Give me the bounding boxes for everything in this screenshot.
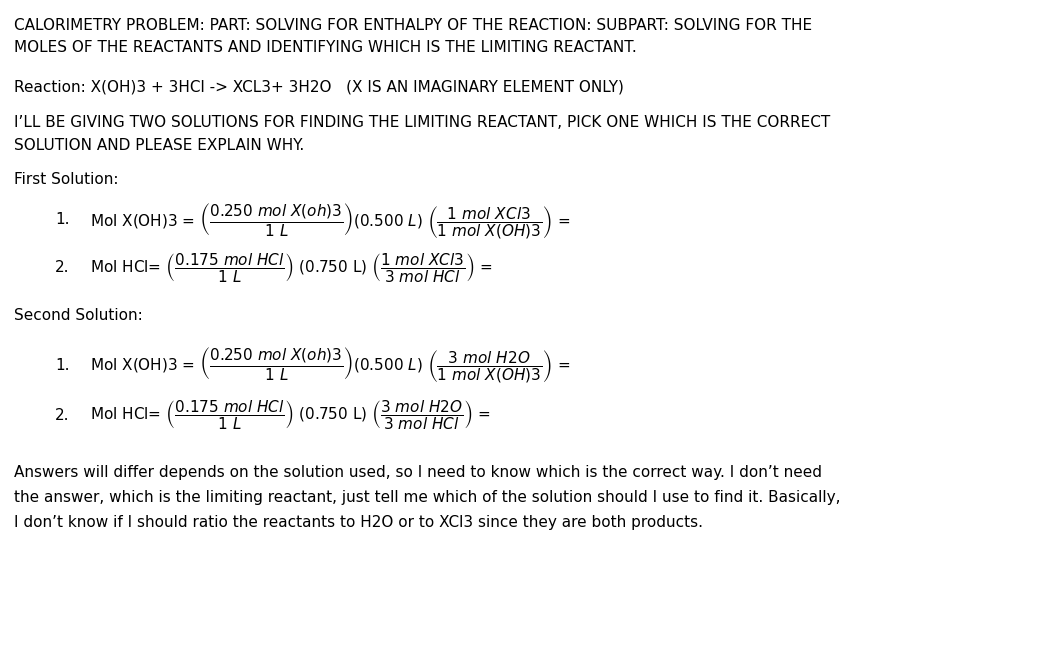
Text: Mol HCl= $\left(\mathregular{\dfrac{0.175\ \mathit{mol\ HCl}}{1\ \mathit{L}}}\ri: Mol HCl= $\left(\mathregular{\dfrac{0.17… [90, 399, 491, 431]
Text: MOLES OF THE REACTANTS AND IDENTIFYING WHICH IS THE LIMITING REACTANT.: MOLES OF THE REACTANTS AND IDENTIFYING W… [14, 40, 637, 55]
Text: Answers will differ depends on the solution used, so I need to know which is the: Answers will differ depends on the solut… [14, 465, 822, 480]
Text: the answer, which is the limiting reactant, just tell me which of the solution s: the answer, which is the limiting reacta… [14, 490, 840, 505]
Text: I’LL BE GIVING TWO SOLUTIONS FOR FINDING THE LIMITING REACTANT, PICK ONE WHICH I: I’LL BE GIVING TWO SOLUTIONS FOR FINDING… [14, 115, 830, 130]
Text: 1.: 1. [55, 213, 69, 227]
Text: I don’t know if I should ratio the reactants to H2O or to XCl3 since they are bo: I don’t know if I should ratio the react… [14, 515, 703, 530]
Text: Mol X(OH)3 = $\left(\mathregular{\dfrac{0.250\ \mathit{mol}\ \mathit{X(oh)3}}{1\: Mol X(OH)3 = $\left(\mathregular{\dfrac{… [90, 346, 570, 384]
Text: Mol HCl= $\left(\mathregular{\dfrac{0.175\ \mathit{mol\ HCl}}{1\ \mathit{L}}}\ri: Mol HCl= $\left(\mathregular{\dfrac{0.17… [90, 252, 493, 285]
Text: 2.: 2. [55, 260, 69, 276]
Text: 2.: 2. [55, 407, 69, 423]
Text: CALORIMETRY PROBLEM: PART: SOLVING FOR ENTHALPY OF THE REACTION: SUBPART: SOLVIN: CALORIMETRY PROBLEM: PART: SOLVING FOR E… [14, 18, 812, 33]
Text: SOLUTION AND PLEASE EXPLAIN WHY.: SOLUTION AND PLEASE EXPLAIN WHY. [14, 138, 304, 153]
Text: First Solution:: First Solution: [14, 172, 119, 187]
Text: 1.: 1. [55, 358, 69, 372]
Text: Reaction: X(OH)3 + 3HCl -> XCL3+ 3H2O   (X IS AN IMAGINARY ELEMENT ONLY): Reaction: X(OH)3 + 3HCl -> XCL3+ 3H2O (X… [14, 80, 623, 95]
Text: Second Solution:: Second Solution: [14, 308, 143, 323]
Text: Mol X(OH)3 = $\left(\mathregular{\dfrac{0.250\ \mathit{mol}\ \mathit{X(oh)3}}{1\: Mol X(OH)3 = $\left(\mathregular{\dfrac{… [90, 201, 570, 240]
